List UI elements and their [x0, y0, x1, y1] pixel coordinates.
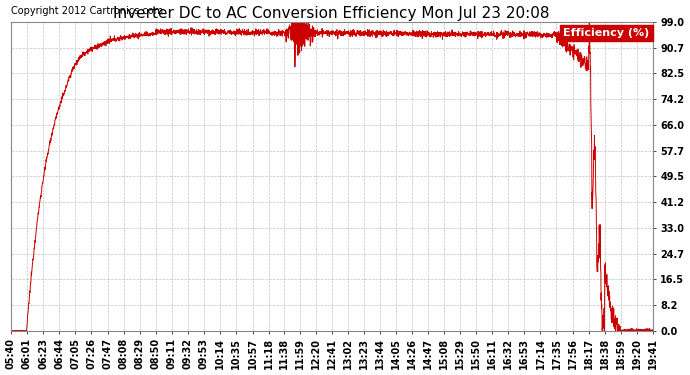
Text: Copyright 2012 Cartronics.com: Copyright 2012 Cartronics.com [10, 6, 163, 15]
Text: Efficiency (%): Efficiency (%) [563, 28, 649, 38]
Title: Inverter DC to AC Conversion Efficiency Mon Jul 23 20:08: Inverter DC to AC Conversion Efficiency … [113, 6, 550, 21]
